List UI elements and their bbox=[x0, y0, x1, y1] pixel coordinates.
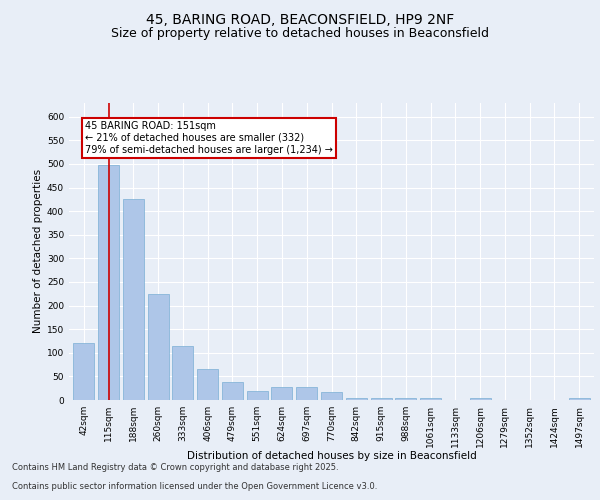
Text: Contains public sector information licensed under the Open Government Licence v3: Contains public sector information licen… bbox=[12, 482, 377, 491]
Bar bbox=[296, 387, 317, 400]
Text: Contains HM Land Registry data © Crown copyright and database right 2025.: Contains HM Land Registry data © Crown c… bbox=[12, 464, 338, 472]
Bar bbox=[371, 398, 392, 400]
Bar bbox=[420, 398, 441, 400]
Text: 45 BARING ROAD: 151sqm
← 21% of detached houses are smaller (332)
79% of semi-de: 45 BARING ROAD: 151sqm ← 21% of detached… bbox=[85, 122, 333, 154]
Bar bbox=[98, 166, 119, 400]
Bar bbox=[321, 392, 342, 400]
Bar bbox=[247, 390, 268, 400]
Text: Size of property relative to detached houses in Beaconsfield: Size of property relative to detached ho… bbox=[111, 28, 489, 40]
Bar bbox=[73, 344, 94, 400]
Bar bbox=[222, 382, 243, 400]
Bar bbox=[172, 346, 193, 400]
Bar bbox=[148, 294, 169, 400]
Bar bbox=[395, 398, 416, 400]
Bar bbox=[346, 398, 367, 400]
Bar bbox=[271, 387, 292, 400]
Bar bbox=[569, 398, 590, 400]
Bar bbox=[470, 398, 491, 400]
Bar bbox=[123, 200, 144, 400]
Y-axis label: Number of detached properties: Number of detached properties bbox=[33, 169, 43, 334]
X-axis label: Distribution of detached houses by size in Beaconsfield: Distribution of detached houses by size … bbox=[187, 451, 476, 461]
Bar bbox=[197, 370, 218, 400]
Text: 45, BARING ROAD, BEACONSFIELD, HP9 2NF: 45, BARING ROAD, BEACONSFIELD, HP9 2NF bbox=[146, 12, 454, 26]
